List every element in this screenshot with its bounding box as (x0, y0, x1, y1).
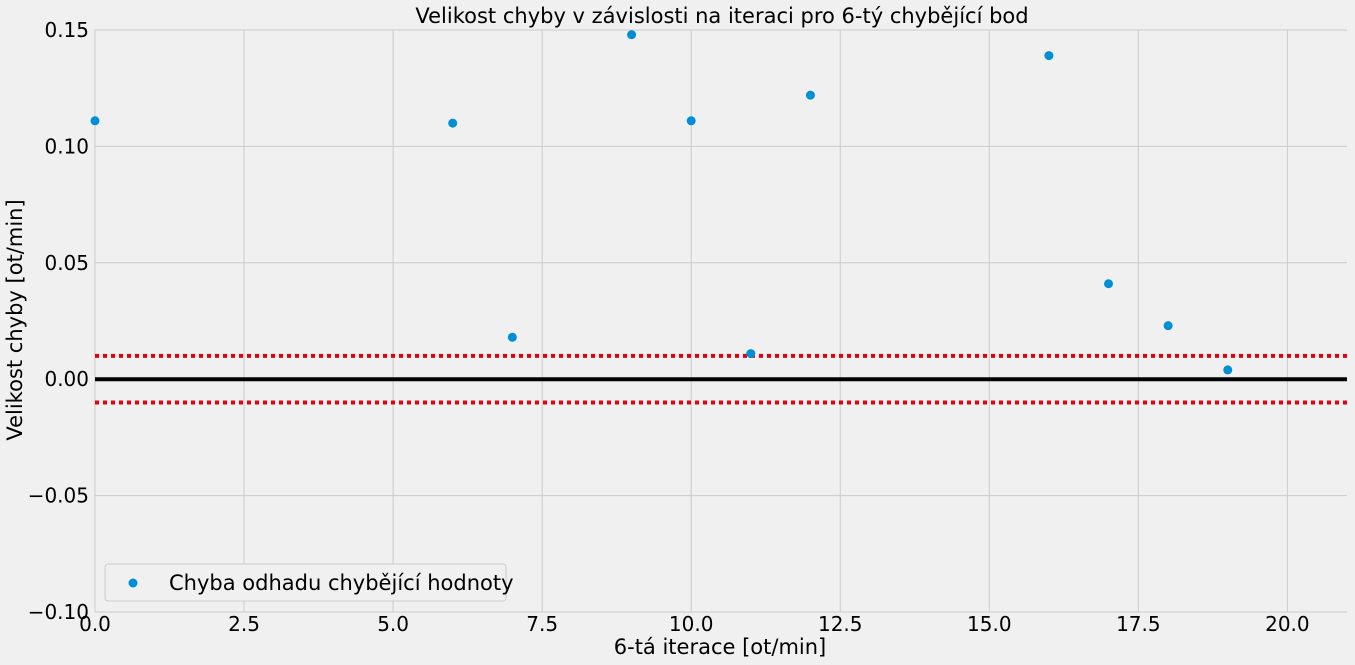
data-point (1223, 365, 1233, 375)
x-axis-label: 6-tá iterace [ot/min] (614, 635, 827, 659)
x-tick-labels: 0.0 2.5 5.0 7.5 10.0 12.5 15.0 17.5 20.0 (79, 612, 1310, 636)
x-tick-label: 7.5 (526, 612, 558, 636)
data-point (627, 30, 637, 40)
scatter-points (90, 30, 1233, 375)
legend: Chyba odhadu chybějící hodnoty (104, 563, 514, 602)
x-tick-label: 17.5 (1116, 612, 1161, 636)
data-point (1104, 279, 1114, 289)
y-axis-label: Velikost chyby [ot/min] (3, 199, 27, 440)
y-tick-label: −0.10 (28, 600, 89, 624)
legend-label: Chyba odhadu chybějící hodnoty (169, 571, 514, 595)
data-point (448, 118, 458, 128)
data-point (746, 349, 756, 359)
data-point (1163, 321, 1173, 331)
x-tick-label: 12.5 (818, 612, 863, 636)
y-tick-label: 0.15 (44, 18, 89, 42)
reference-lines (95, 353, 1347, 405)
data-point (686, 116, 696, 126)
x-tick-label: 2.5 (228, 612, 260, 636)
data-point (90, 116, 100, 126)
x-tick-label: 20.0 (1265, 612, 1310, 636)
x-tick-label: 5.0 (377, 612, 409, 636)
chart-title: Velikost chyby v závislosti na iteraci p… (415, 4, 1028, 28)
data-point (1044, 51, 1054, 61)
y-tick-labels: −0.10 −0.05 0.00 0.05 0.10 0.15 (28, 18, 89, 624)
y-tick-label: 0.00 (44, 367, 89, 391)
x-tick-label: 15.0 (967, 612, 1012, 636)
data-point (507, 332, 517, 342)
legend-marker (128, 578, 138, 588)
x-tick-label: 0.0 (79, 612, 111, 636)
grid (94, 29, 1347, 613)
y-tick-label: −0.05 (28, 484, 89, 508)
data-point (805, 90, 815, 100)
legend-box (104, 563, 507, 602)
x-tick-label: 10.0 (669, 612, 714, 636)
y-tick-label: 0.10 (44, 134, 89, 158)
y-tick-label: 0.05 (44, 251, 89, 275)
